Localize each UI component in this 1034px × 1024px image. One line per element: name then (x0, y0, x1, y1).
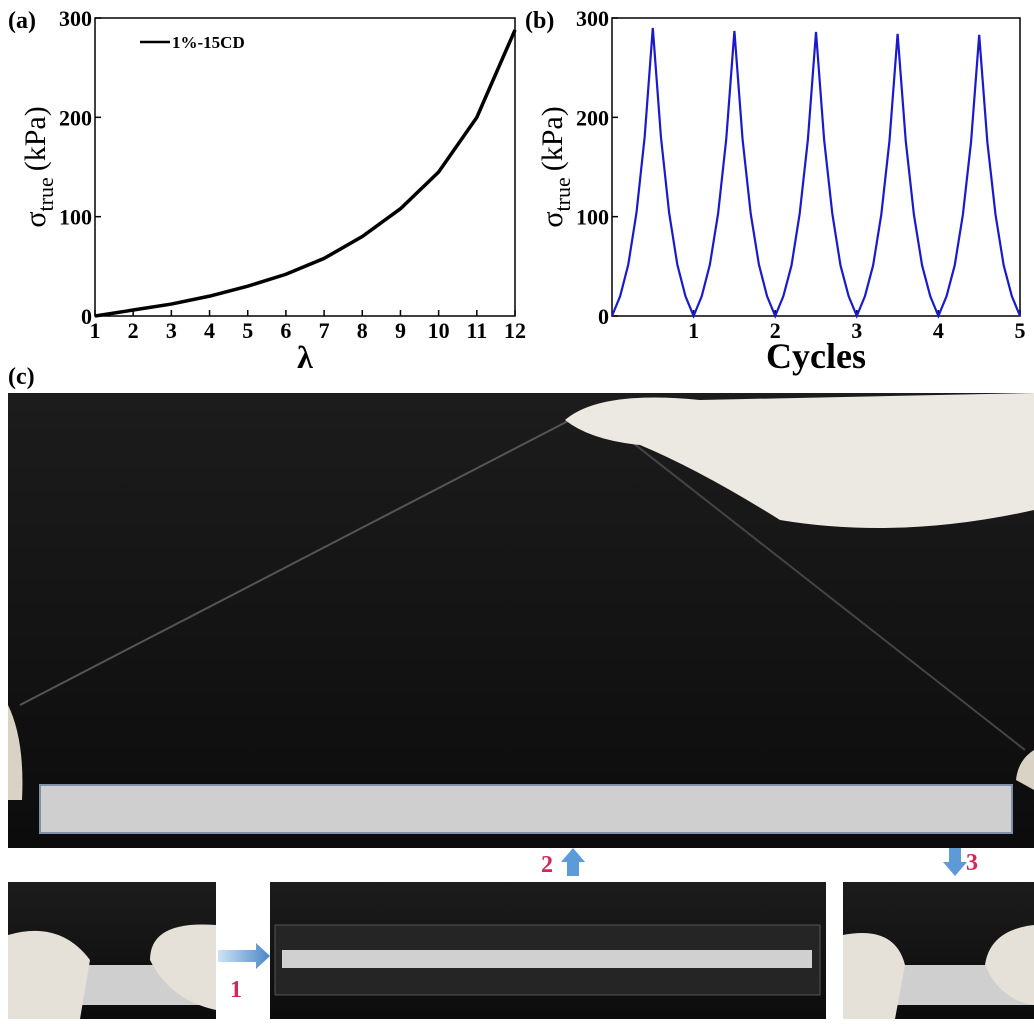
step-label: 3 (966, 850, 978, 876)
step-label: 2 (541, 852, 553, 878)
line-series (612, 28, 1020, 316)
x-tick-label: 8 (357, 318, 368, 343)
y-axis-symbol: σ (19, 212, 52, 228)
plot-frame (612, 18, 1020, 316)
photo-main (8, 393, 1034, 848)
y-axis-unit: (kPa) (536, 106, 569, 171)
x-tick-label: 10 (428, 318, 450, 343)
y-axis-label: σtrue (kPa) (19, 106, 58, 227)
x-tick-label: 12 (504, 318, 526, 343)
x-tick-label: 4 (933, 318, 944, 343)
arrow (561, 848, 585, 876)
arrow (943, 848, 967, 876)
x-tick-label: 1 (688, 318, 699, 343)
x-tick-label: 4 (204, 318, 215, 343)
photo-after (843, 882, 1034, 1019)
x-axis-label: Cycles (766, 336, 866, 376)
x-tick-label: 6 (280, 318, 291, 343)
x-tick-label: 2 (128, 318, 139, 343)
panel-label: (c) (8, 364, 35, 390)
y-axis-subscript: true (550, 177, 575, 211)
y-tick-label: 300 (576, 6, 609, 31)
y-tick-label: 200 (576, 105, 609, 130)
x-tick-label: 1 (90, 318, 101, 343)
photo-before (8, 882, 216, 1019)
y-axis-label: σtrue (kPa) (536, 106, 575, 227)
x-tick-label: 5 (242, 318, 253, 343)
y-axis-unit: (kPa) (19, 106, 52, 171)
x-tick-label: 7 (319, 318, 330, 343)
x-tick-label: 11 (466, 318, 487, 343)
panel-label: (a) (8, 8, 36, 34)
y-tick-label: 300 (59, 6, 92, 31)
panel-label: (b) (525, 8, 554, 34)
step-label: 1 (230, 977, 242, 1003)
x-tick-label: 3 (166, 318, 177, 343)
legend-label: 1%-15CD (172, 33, 245, 52)
x-tick-label: 5 (1015, 318, 1026, 343)
y-tick-label: 100 (59, 205, 92, 230)
y-tick-label: 100 (576, 205, 609, 230)
y-axis-symbol: σ (536, 212, 569, 228)
y-axis-subscript: true (33, 177, 58, 211)
line-series (95, 30, 515, 316)
plot-frame (95, 18, 515, 316)
figure: (a)0100200300123456789101112λσtrue(kPa)1… (0, 0, 1034, 1019)
photo-stretched (270, 882, 826, 1019)
y-tick-label: 200 (59, 105, 92, 130)
x-axis-label: λ (297, 339, 313, 375)
x-tick-label: 9 (395, 318, 406, 343)
y-tick-label: 0 (598, 304, 609, 329)
arrow (218, 943, 270, 969)
